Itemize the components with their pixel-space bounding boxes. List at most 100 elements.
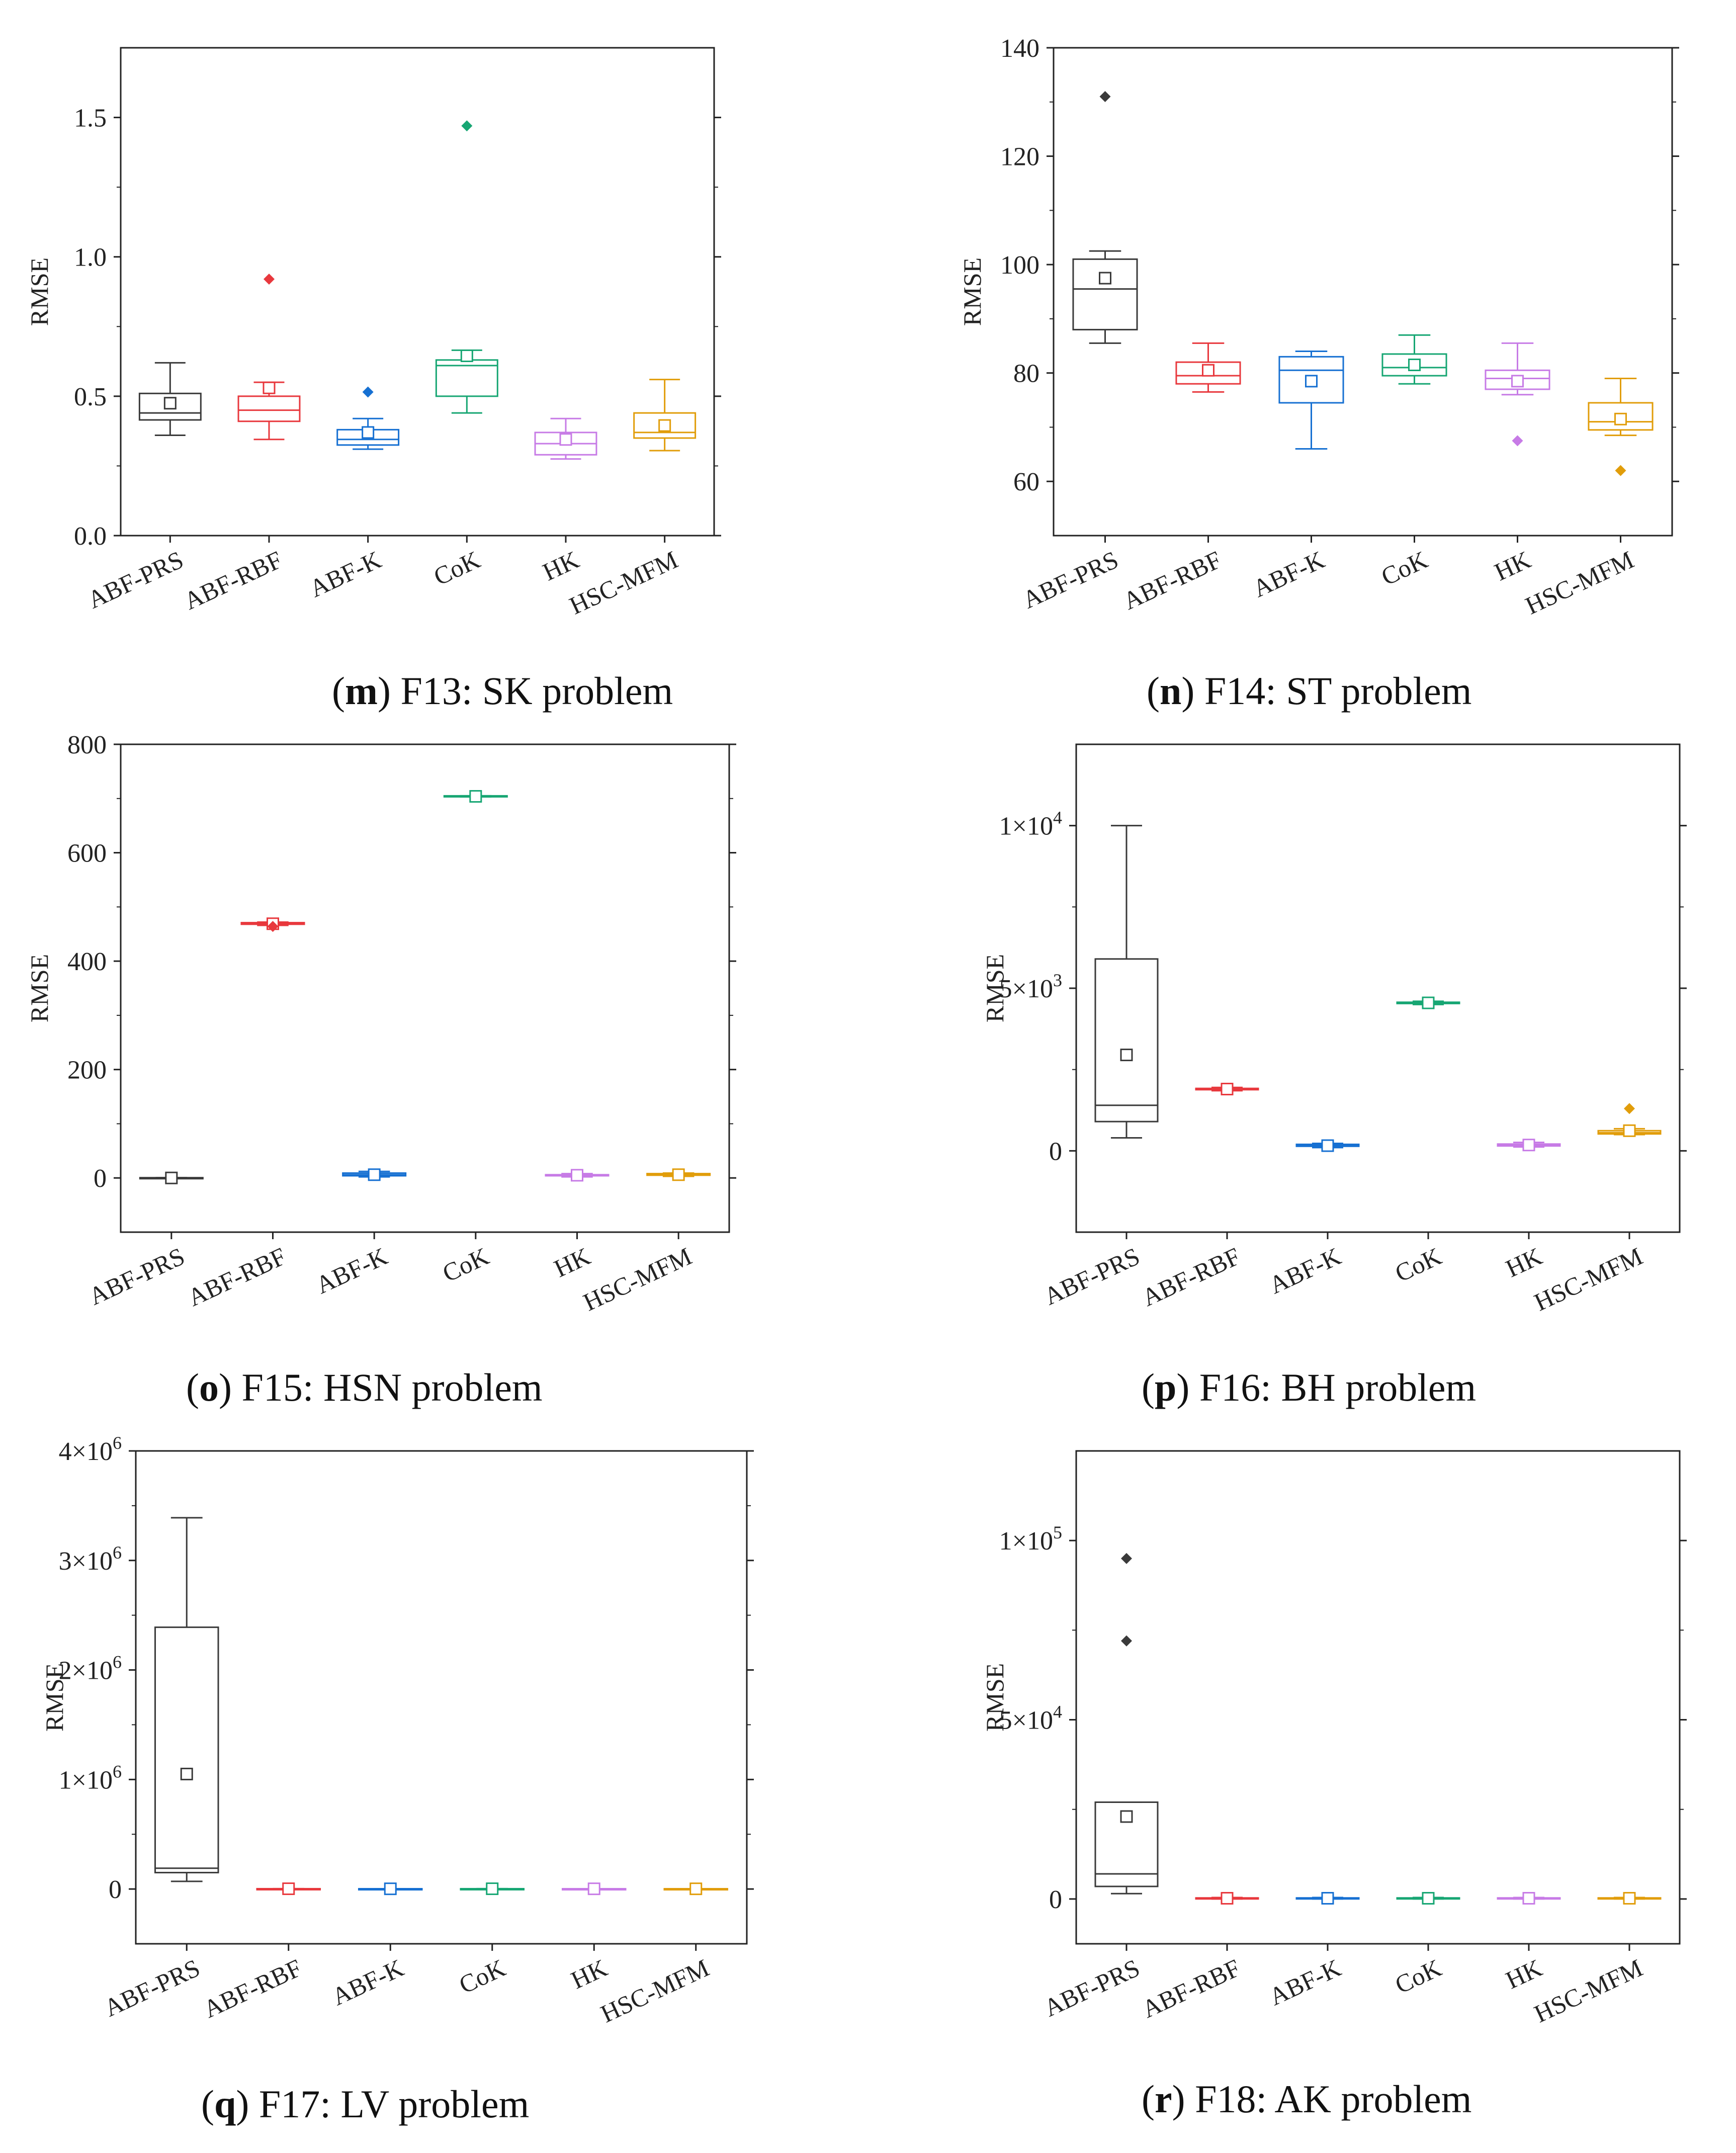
y-tick-label: 4×106 [59,1433,122,1466]
outlier-point [1512,435,1523,447]
outlier-point [1624,1103,1635,1114]
y-tick-label: 600 [67,839,107,868]
box-cok [1396,1891,1460,1905]
box-cok [1381,334,1447,385]
outlier-point [264,274,275,285]
mean-marker [282,1882,295,1896]
outlier-point [1615,465,1626,476]
box-abf-rbf [237,274,301,441]
y-tick-label: 1.5 [74,104,107,133]
mean-marker [1321,1139,1334,1152]
box-abf-prs [139,1171,204,1184]
box-abf-rbf [1175,342,1241,393]
box-abf-prs [138,362,202,436]
mean-marker [1321,1891,1334,1905]
panel-caption: (q) F17: LV problem [201,2082,529,2126]
y-tick-label: 5×104 [999,1702,1062,1735]
outlier-point [267,921,279,932]
y-axis-label: RMSE [981,1663,1009,1732]
box-iqr [1485,369,1550,390]
y-axis-label: RMSE [25,954,53,1022]
mean-marker [263,381,276,394]
y-tick-label: 1×105 [999,1522,1062,1556]
mean-marker [1422,1891,1435,1905]
mean-marker [559,433,572,446]
box-hsc-mfm [633,379,697,452]
box-hsc-mfm [1588,377,1654,476]
box-abf-rbf [1195,1082,1259,1095]
box-hsc-mfm [1597,1103,1662,1137]
outlier-point [1121,1553,1132,1564]
box-abf-rbf [1195,1891,1259,1905]
outlier-point [362,386,374,398]
mean-marker [571,1169,583,1182]
y-tick-label: 3×106 [59,1542,122,1576]
box-cok [435,120,498,414]
box-abf-k [1278,351,1344,450]
box-cok [1396,996,1460,1009]
box-hk [545,1169,610,1182]
box-iqr [1094,1801,1159,1887]
box-hk [1485,342,1550,447]
mean-marker [165,1171,178,1184]
box-cok [443,790,508,803]
box-hk [561,1882,627,1896]
box-iqr [154,1626,219,1873]
box-abf-k [342,1168,407,1181]
y-tick-label: 0.0 [74,522,107,551]
mean-marker [689,1882,703,1896]
box-hsc-mfm [646,1168,711,1181]
box-abf-rbf [240,917,305,932]
mean-marker [460,349,473,362]
mean-marker [469,790,482,803]
box-iqr [1381,353,1447,377]
mean-marker [362,426,375,439]
y-tick-label: 1.0 [74,243,107,272]
mean-marker [1305,375,1318,388]
box-hsc-mfm [1597,1891,1662,1905]
y-tick-label: 0.5 [74,383,107,411]
outlier-point [461,120,473,132]
mean-marker [1120,1810,1133,1823]
box-iqr [1072,258,1138,330]
y-tick-label: 0 [109,1875,122,1904]
box-abf-k [1295,1139,1360,1152]
box-cok [460,1882,525,1896]
panel-caption: (r) F18: AK problem [1142,2077,1471,2121]
mean-marker [486,1882,499,1896]
box-iqr [237,395,301,422]
box-hk [1497,1139,1561,1152]
box-hk [534,417,597,460]
y-tick-label: 1×106 [59,1761,122,1794]
y-tick-label: 800 [67,731,107,759]
mean-marker [1522,1139,1535,1152]
mean-marker [1099,272,1111,285]
box-iqr [1175,361,1241,385]
mean-marker [163,397,177,410]
box-hk [1497,1891,1561,1905]
y-tick-label: 0 [1049,1137,1062,1166]
box-abf-rbf [256,1882,321,1896]
box-abf-k [1295,1891,1360,1905]
box-iqr [1278,356,1344,404]
y-tick-label: 0 [94,1164,107,1193]
mean-marker [1522,1891,1535,1905]
mean-marker [368,1168,381,1181]
y-tick-label: 60 [1013,468,1039,496]
box-abf-prs [1072,91,1138,344]
y-tick-label: 200 [67,1056,107,1085]
panel-caption: (n) F14: ST problem [1147,669,1471,713]
plot-frame [120,743,730,1233]
y-tick-label: 140 [1000,34,1039,63]
box-iqr [138,392,202,421]
mean-marker [384,1882,397,1896]
y-axis-label: RMSE [25,257,53,326]
mean-marker [1623,1124,1636,1137]
y-tick-label: 1×104 [999,808,1062,841]
y-tick-label: 0 [1049,1885,1062,1914]
panel-caption: (o) F15: HSN problem [186,1365,542,1409]
plot-frame [120,47,715,537]
box-abf-prs [154,1517,219,1882]
plot-frame [1075,1450,1681,1945]
